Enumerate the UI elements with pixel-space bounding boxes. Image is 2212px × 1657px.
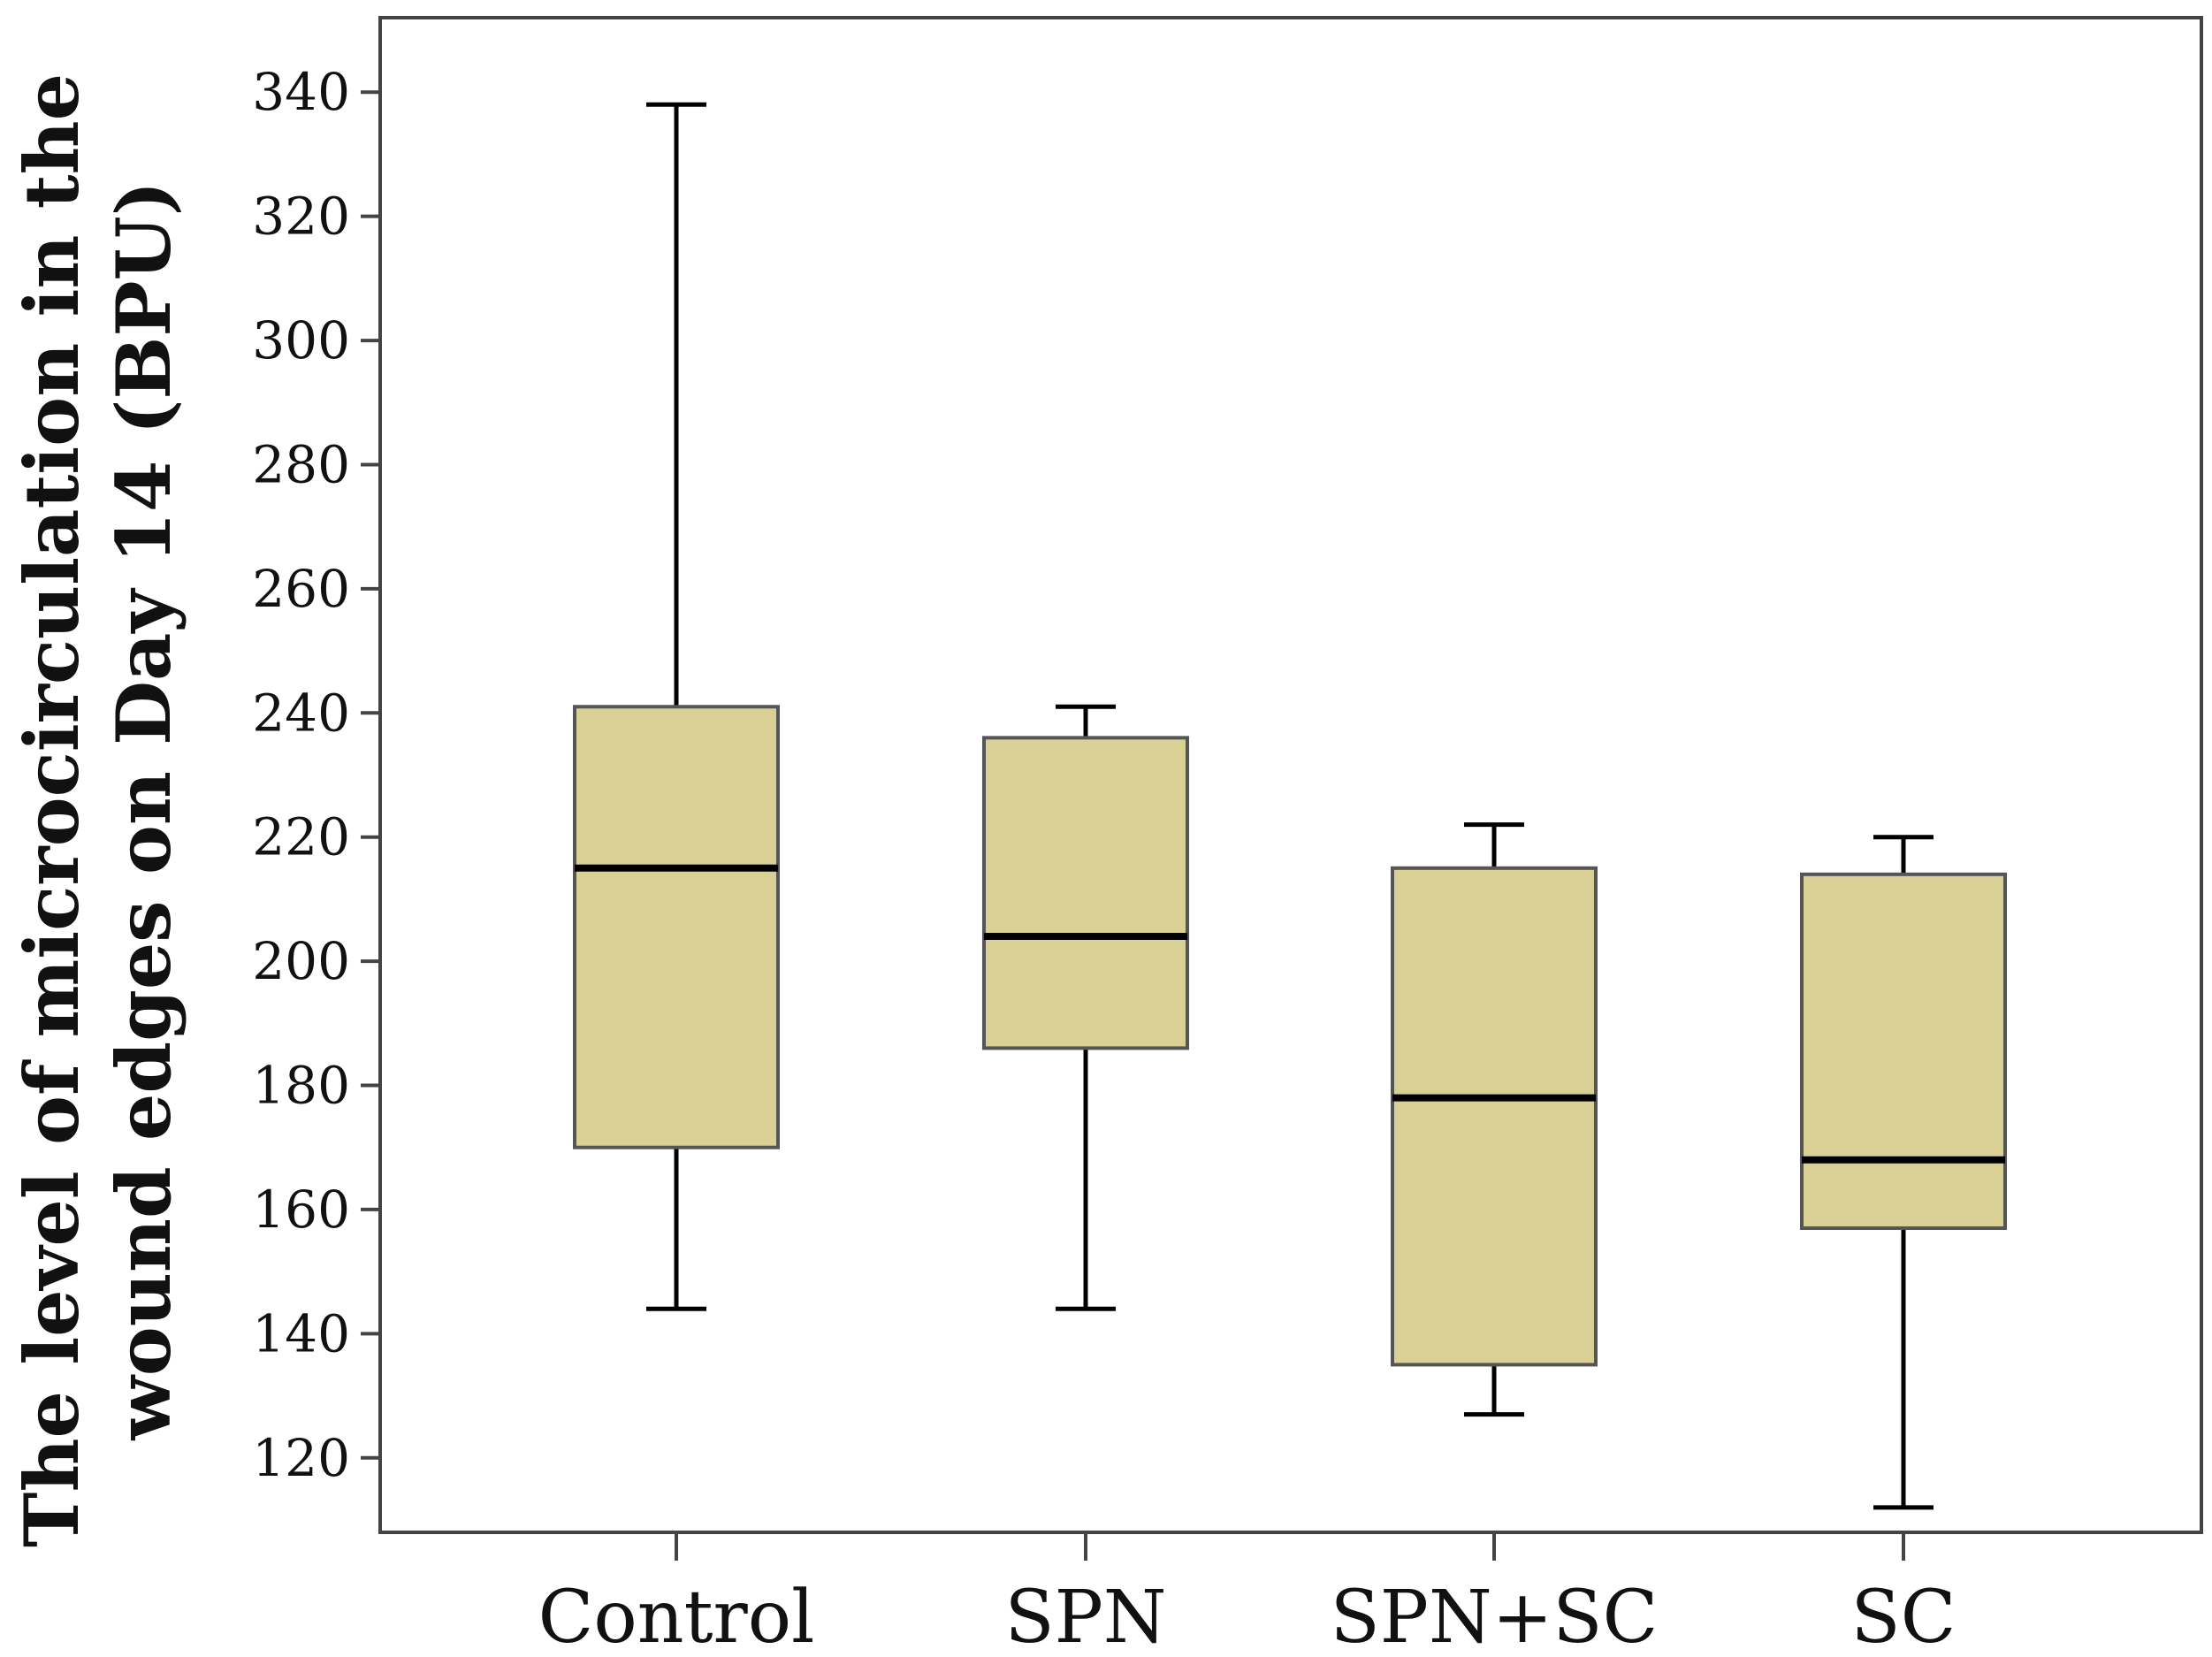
y-tick-label: 280 <box>252 434 350 494</box>
x-tick-label: SPN <box>1004 1576 1166 1657</box>
box-iqr <box>982 736 1189 1050</box>
y-axis-ticks: 120 140 160 180 200 220 240 260 280 300 320 340 <box>252 62 380 1488</box>
plot-frame <box>378 16 2203 1534</box>
x-tick-label: SC <box>1851 1576 1956 1657</box>
y-tick-label: 300 <box>252 310 350 370</box>
y-tick-label: 260 <box>252 559 350 619</box>
y-tick-label: 120 <box>252 1428 350 1488</box>
y-tick-label: 140 <box>252 1303 350 1363</box>
x-tick-label: Control <box>538 1576 815 1657</box>
y-tick-label: 200 <box>252 931 350 991</box>
x-tick-label: SPN+SC <box>1331 1576 1659 1657</box>
box-spn-sc <box>1391 822 1598 1417</box>
box-sc <box>1800 835 2007 1510</box>
box-control <box>573 102 780 1311</box>
box-iqr <box>573 705 780 1149</box>
box-iqr <box>1391 866 1598 1367</box>
y-axis-label-line-1: The level of microcirculation in the <box>8 73 95 1547</box>
box-iqr <box>1800 872 2007 1230</box>
y-axis-label-line-2: wound edges on Day 14 (BPU) <box>100 180 187 1440</box>
y-tick-label: 160 <box>252 1180 350 1240</box>
y-tick-label: 220 <box>252 807 350 867</box>
boxes-group <box>573 102 2007 1510</box>
y-tick-label: 180 <box>252 1056 350 1116</box>
y-axis-label: The level of microcirculation in the wou… <box>8 73 187 1547</box>
y-tick-label: 320 <box>252 187 350 247</box>
y-tick-label: 340 <box>252 62 350 122</box>
y-tick-label: 240 <box>252 683 350 743</box>
x-axis-ticks: Control SPN SPN+SC SC <box>538 1532 1956 1657</box>
box-spn <box>982 704 1189 1311</box>
